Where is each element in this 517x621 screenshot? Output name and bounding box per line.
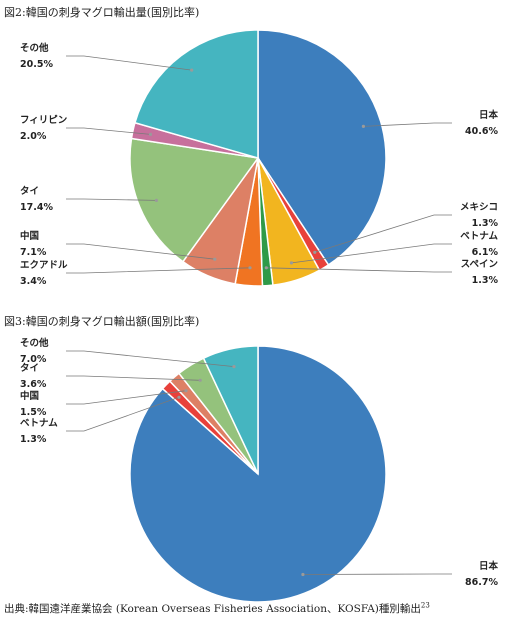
slice-label-3: タイ (20, 362, 39, 374)
pie-labels: 日本 40.6% メキシコ 1.3% ベトナム 6.1%スペイン 1.3% エクアドル 3.4%… (20, 42, 498, 287)
leader-dot-2 (184, 389, 188, 393)
leader-line-3 (266, 267, 452, 273)
figure-3-title: 図3:韓国の刺身マグロ輸出額(国別比率) (4, 315, 200, 328)
slice-label-5: 中国 (20, 230, 39, 242)
leader-line-7 (66, 127, 151, 135)
slice-value-2: 1.5% (20, 407, 47, 418)
slice-label-0: 日本 (479, 109, 499, 121)
pie-slices (129, 345, 387, 603)
slice-value-6: 17.4% (20, 202, 53, 213)
slice-label-0: 日本 (479, 560, 499, 572)
source-text: 出典:韓国遠洋産業協会 (Korean Overseas Fisheries A… (4, 603, 421, 615)
leader-line-2 (66, 390, 187, 405)
slice-value-8: 20.5% (20, 59, 53, 70)
slice-value-2: 6.1% (472, 247, 499, 258)
leader-dot-3 (264, 266, 268, 270)
leader-line-1 (66, 396, 180, 432)
leader-dot-6 (154, 198, 158, 202)
slice-value-7: 2.0% (20, 131, 47, 142)
slice-label-3: スペイン (461, 259, 498, 270)
pie-chart-export-volume: 日本 40.6% メキシコ 1.3% ベトナム 6.1%スペイン 1.3% エクアドル 3.4%… (20, 29, 498, 287)
leader-line-0 (302, 573, 452, 575)
leader-dot-8 (190, 68, 194, 72)
leader-line-8 (66, 55, 192, 71)
slice-label-8: その他 (20, 42, 49, 54)
slice-value-3: 3.6% (20, 379, 47, 390)
slice-label-2: ベトナム (460, 231, 498, 242)
leader-dot-7 (148, 132, 153, 136)
slice-value-0: 86.7% (465, 577, 498, 588)
source-note: 出典:韓国遠洋産業協会 (Korean Overseas Fisheries A… (4, 601, 430, 616)
slice-label-7: フィリピン (20, 114, 67, 126)
slice-value-3: 1.3% (472, 275, 499, 286)
pie-slice-4 (202, 345, 259, 475)
leader-dot-1 (313, 250, 317, 254)
source-footnote-number: 23 (420, 601, 430, 610)
leader-dot-1 (177, 395, 181, 399)
pie-slice-8 (134, 29, 259, 159)
pie-slices (129, 29, 387, 287)
slice-value-0: 40.6% (465, 126, 498, 137)
leader-line-4 (66, 350, 235, 367)
leader-dot-4 (248, 266, 252, 270)
slice-value-5: 7.1% (20, 247, 47, 258)
leader-dot-0 (361, 124, 365, 128)
pie-labels: 日本 86.7% ベトナム 1.3% 中国 1.5% タイ 3.6% その他 7.0% (20, 337, 498, 588)
leader-line-0 (363, 122, 452, 127)
leader-dot-3 (198, 378, 202, 382)
slice-label-2: 中国 (20, 390, 39, 402)
leader-dot-0 (301, 572, 305, 577)
leader-line-3 (66, 375, 201, 381)
slice-label-4: エクアドル (20, 260, 68, 271)
leader-dot-2 (289, 261, 294, 265)
leader-line-5 (66, 243, 215, 260)
pie-chart-export-value: 日本 86.7% ベトナム 1.3% 中国 1.5% タイ 3.6% その他 7.0% (20, 337, 498, 603)
slice-label-1: ベトナム (20, 418, 58, 429)
leader-dot-5 (213, 257, 217, 261)
slice-value-4: 7.0% (20, 354, 47, 365)
leader-line-2 (291, 243, 452, 264)
slice-value-1: 1.3% (472, 218, 499, 229)
leader-line-6 (66, 198, 157, 201)
slice-label-1: メキシコ (460, 202, 498, 213)
leader-line-4 (66, 267, 251, 274)
slice-value-1: 1.3% (20, 434, 47, 445)
leader-line-1 (314, 214, 452, 253)
slice-label-4: その他 (20, 337, 49, 349)
leader-dot-4 (232, 365, 236, 369)
slice-value-4: 3.4% (20, 276, 47, 287)
figure-2-title: 図2:韓国の刺身マグロ輸出量(国別比率) (4, 6, 200, 19)
slice-label-6: タイ (20, 185, 39, 197)
